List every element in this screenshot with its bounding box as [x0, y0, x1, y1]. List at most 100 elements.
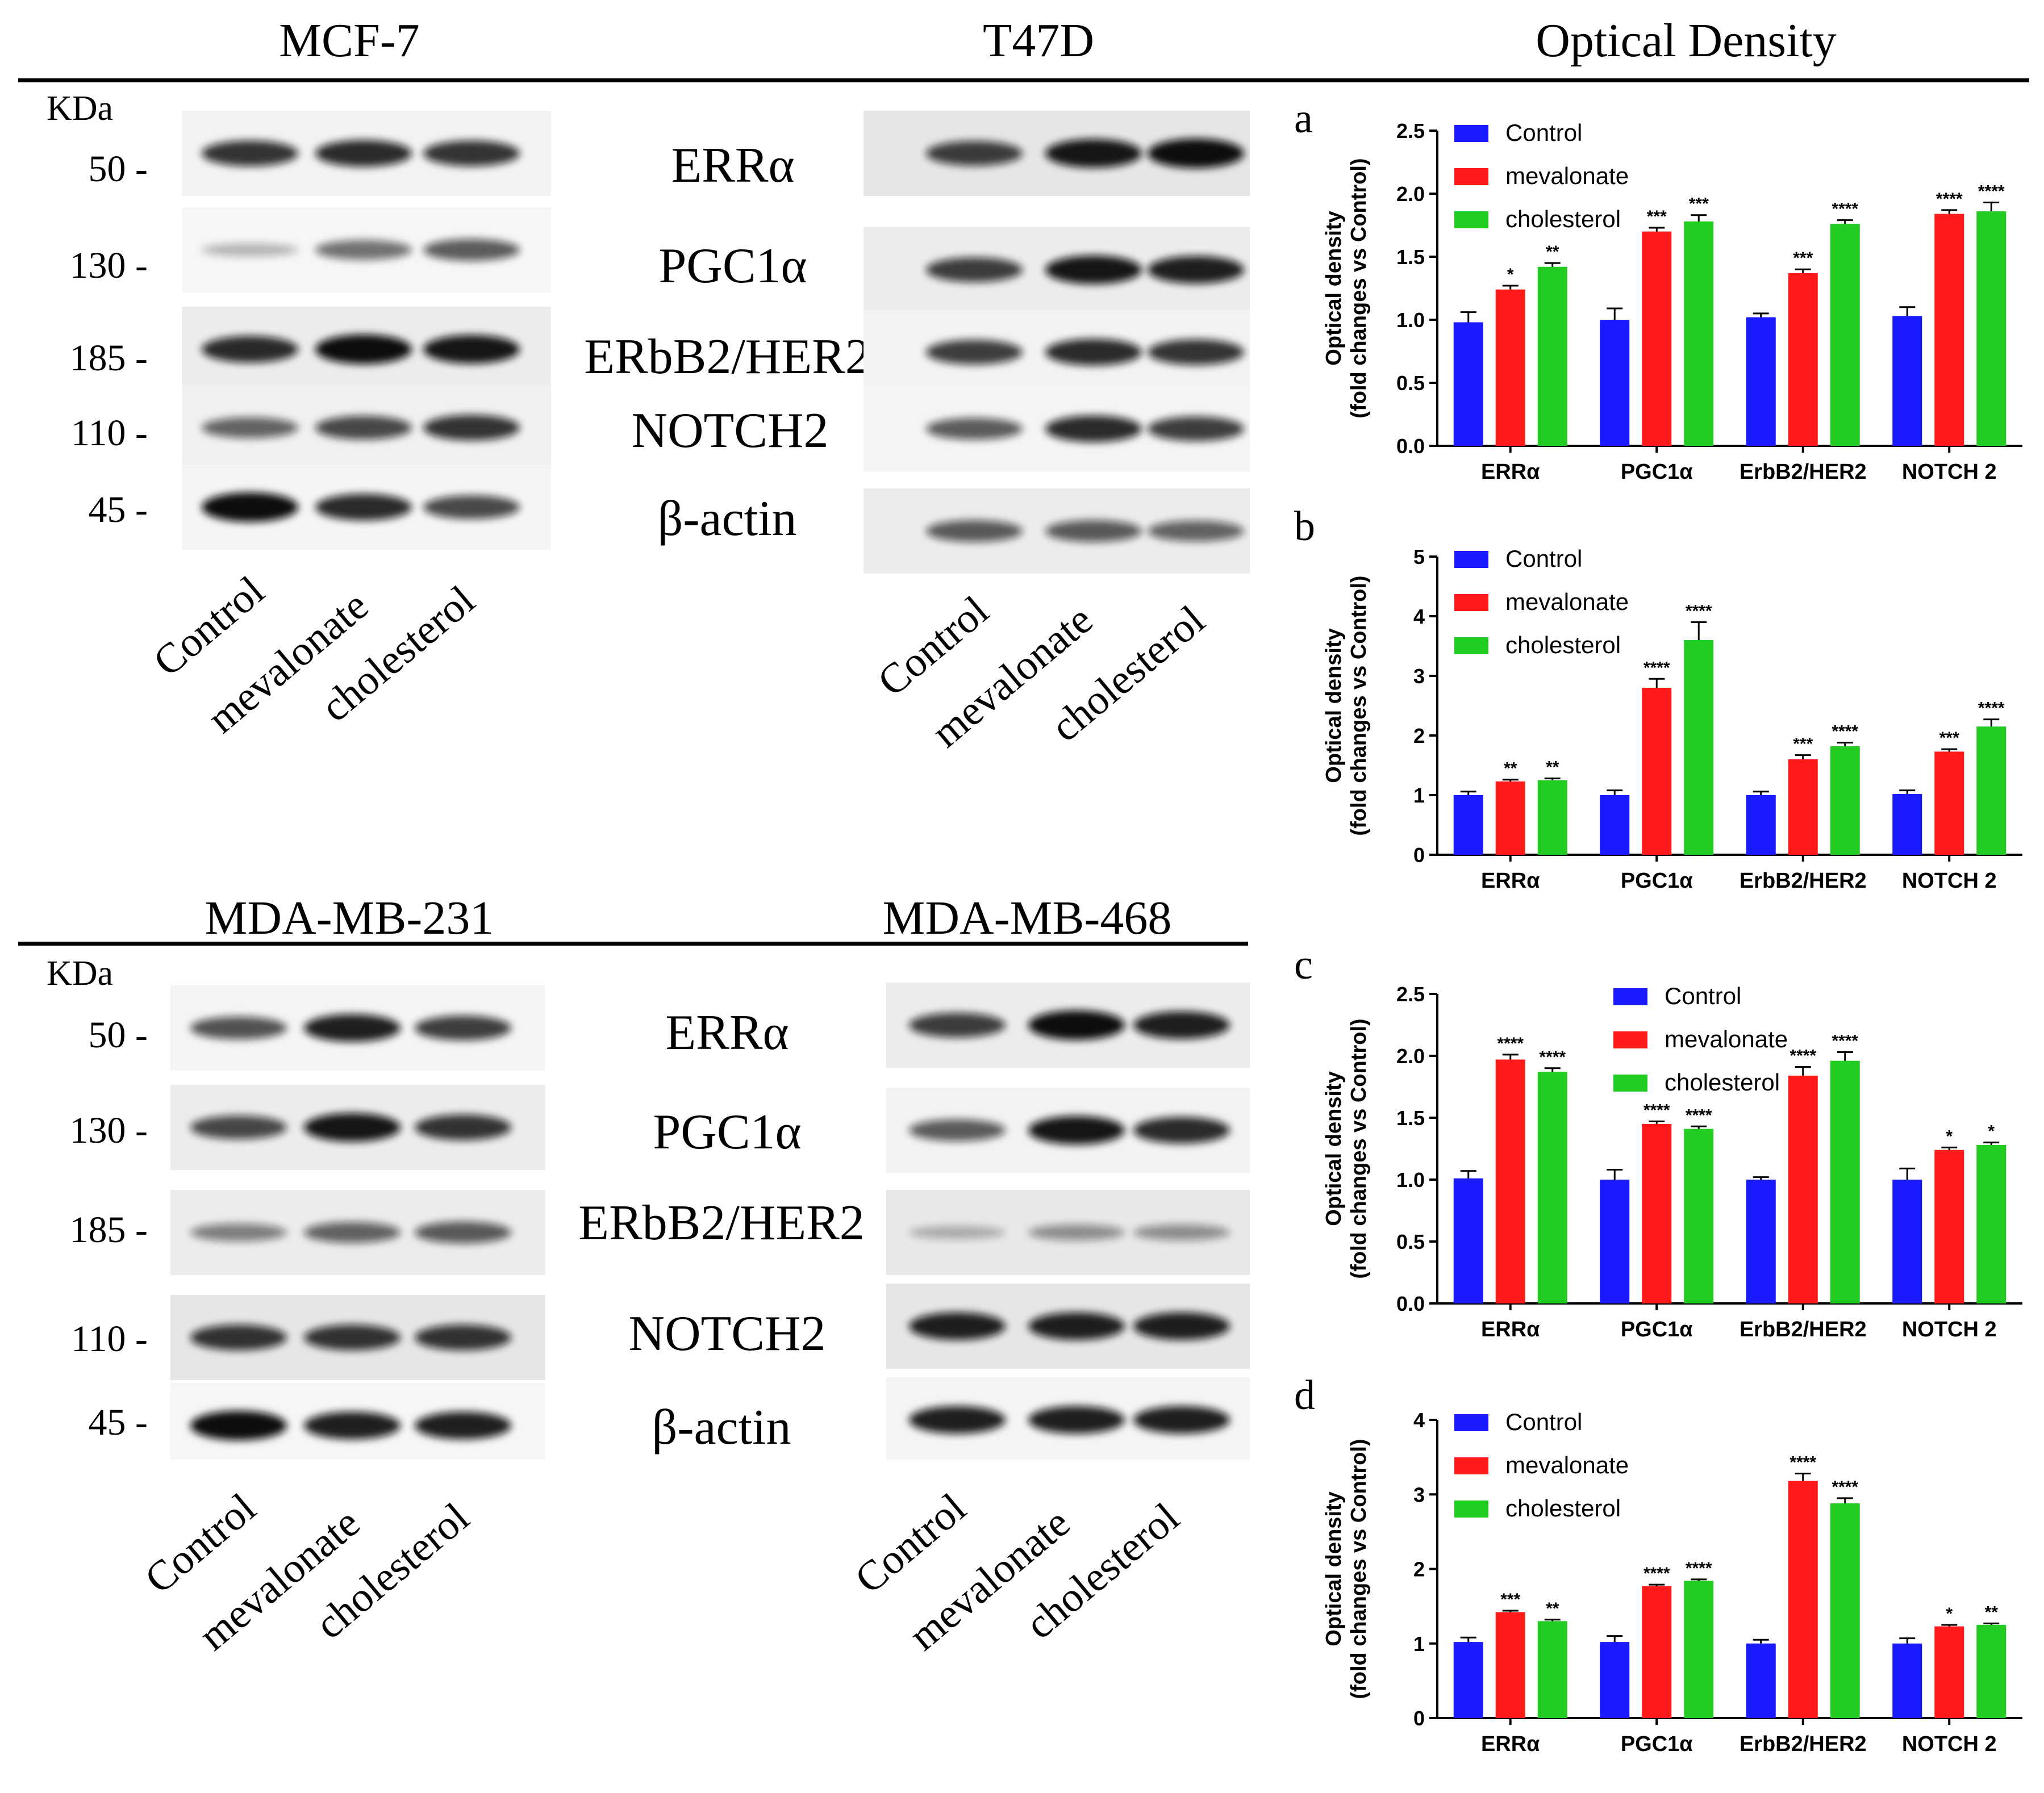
significance-label: ***: [1939, 729, 1959, 747]
mw-marker: 45 -: [88, 489, 148, 530]
protein-label-pgc1a: PGC1α: [653, 1105, 802, 1160]
blot-band: [909, 1406, 1006, 1434]
significance-label: ****: [1686, 1106, 1712, 1125]
blot-band: [1045, 520, 1142, 542]
significance-label: ****: [1686, 602, 1712, 621]
legend-swatch: [1454, 551, 1488, 568]
bar: [1934, 214, 1964, 446]
x-tick-label: ErbB2/HER2: [1740, 1732, 1867, 1756]
blot-band: [1028, 1312, 1125, 1340]
significance-label: **: [1546, 1599, 1559, 1618]
bar: [1934, 1626, 1964, 1718]
significance-label: ****: [1643, 1564, 1670, 1583]
blot-band: [190, 1223, 287, 1242]
x-tick-label: NOTCH 2: [1902, 1732, 1997, 1756]
y-tick-label: 0: [1413, 843, 1425, 867]
blot-band: [909, 1013, 1006, 1038]
y-tick-label: 4: [1413, 1409, 1425, 1432]
y-tick-label: 2.0: [1396, 1044, 1425, 1068]
protein-label-her2: ERbB2/HER2: [584, 329, 870, 384]
significance-label: **: [1546, 243, 1559, 261]
legend-swatch: [1454, 1414, 1488, 1431]
blot-band: [190, 1324, 287, 1351]
blot-band: [1045, 139, 1142, 168]
x-tick-label: PGC1α: [1621, 1732, 1693, 1756]
blot-band: [1045, 415, 1142, 442]
x-tick-label: ERRα: [1481, 1318, 1540, 1341]
blot-band: [202, 140, 298, 166]
y-tick-label: 3: [1413, 664, 1425, 688]
y-tick-label: 2.5: [1396, 119, 1425, 143]
bar: [1830, 746, 1860, 855]
y-tick-label: 2.5: [1396, 983, 1425, 1006]
y-axis-label: Optical density(fold changes vs Control): [1322, 575, 1371, 835]
western-blot-mdamb231: [170, 985, 545, 1460]
legend-swatch: [1454, 594, 1488, 611]
blot-band: [423, 335, 520, 364]
blot-band: [415, 1411, 511, 1440]
legend-label: Control: [1505, 1409, 1582, 1435]
blot-band: [909, 1312, 1006, 1340]
blot-band: [315, 335, 412, 364]
bar: [1684, 1129, 1714, 1303]
y-tick-label: 0: [1413, 1707, 1425, 1730]
blot-band: [926, 141, 1023, 166]
significance-label: *: [1507, 265, 1514, 284]
significance-label: ****: [1643, 1101, 1670, 1120]
significance-label: ****: [1978, 182, 2005, 201]
legend-swatch: [1454, 168, 1488, 185]
blot-band: [315, 416, 412, 440]
blot-band: [423, 415, 520, 441]
blot-band: [202, 417, 298, 438]
x-tick-label: ERRα: [1481, 1732, 1540, 1756]
x-tick-label: ErbB2/HER2: [1740, 460, 1867, 484]
legend-label: cholesterol: [1665, 1069, 1780, 1096]
blot-band: [315, 494, 412, 521]
legend-label: Control: [1665, 983, 1741, 1009]
y-tick-label: 0.5: [1396, 1230, 1425, 1253]
blot-band: [1148, 416, 1244, 441]
blot-band: [1133, 1224, 1230, 1241]
blot-band: [415, 1015, 511, 1040]
panel-letter-c: c: [1294, 942, 1313, 988]
bar: [1642, 1123, 1672, 1303]
blot-band: [304, 1113, 401, 1142]
bar: [1746, 1180, 1776, 1303]
bar: [1934, 751, 1964, 855]
blot-band: [909, 1119, 1006, 1142]
significance-label: ****: [1643, 658, 1670, 677]
bar: [1600, 1642, 1630, 1718]
bar: [1642, 231, 1672, 446]
significance-label: ***: [1793, 249, 1813, 268]
bar: [1976, 211, 2007, 446]
bar: [1976, 726, 2007, 855]
bar: [1976, 1144, 2007, 1303]
mw-marker: 110 -: [70, 412, 148, 454]
blot-band: [926, 520, 1023, 542]
bar: [1495, 289, 1525, 446]
bar: [1537, 266, 1567, 446]
y-tick-label: 3: [1413, 1483, 1425, 1506]
blot-band: [415, 1221, 511, 1244]
legend-label: mevalonate: [1505, 162, 1629, 189]
bar: [1788, 273, 1818, 446]
bar: [1600, 795, 1630, 855]
panel-letter-a: a: [1294, 95, 1313, 142]
bar-chart-c: Optical density(fold changes vs Control)…: [1301, 960, 2039, 1369]
bar: [1892, 316, 1922, 446]
bar: [1892, 1643, 1922, 1718]
blot-band: [1028, 1115, 1125, 1145]
x-tick-label: PGC1α: [1621, 1318, 1693, 1341]
x-tick-label: NOTCH 2: [1902, 1318, 1997, 1341]
y-tick-label: 1.0: [1396, 308, 1425, 332]
y-tick-label: 2: [1413, 1558, 1425, 1581]
mw-marker: 110 -: [70, 1318, 148, 1360]
legend-swatch: [1454, 1457, 1488, 1474]
x-tick-label: NOTCH 2: [1902, 869, 1997, 893]
bar: [1684, 1581, 1714, 1718]
y-axis-label: Optical density(fold changes vs Control): [1322, 1018, 1371, 1278]
blot-band: [1028, 1406, 1125, 1434]
blot-band: [304, 1014, 401, 1042]
bar: [1537, 1072, 1567, 1303]
bar: [1495, 781, 1525, 855]
